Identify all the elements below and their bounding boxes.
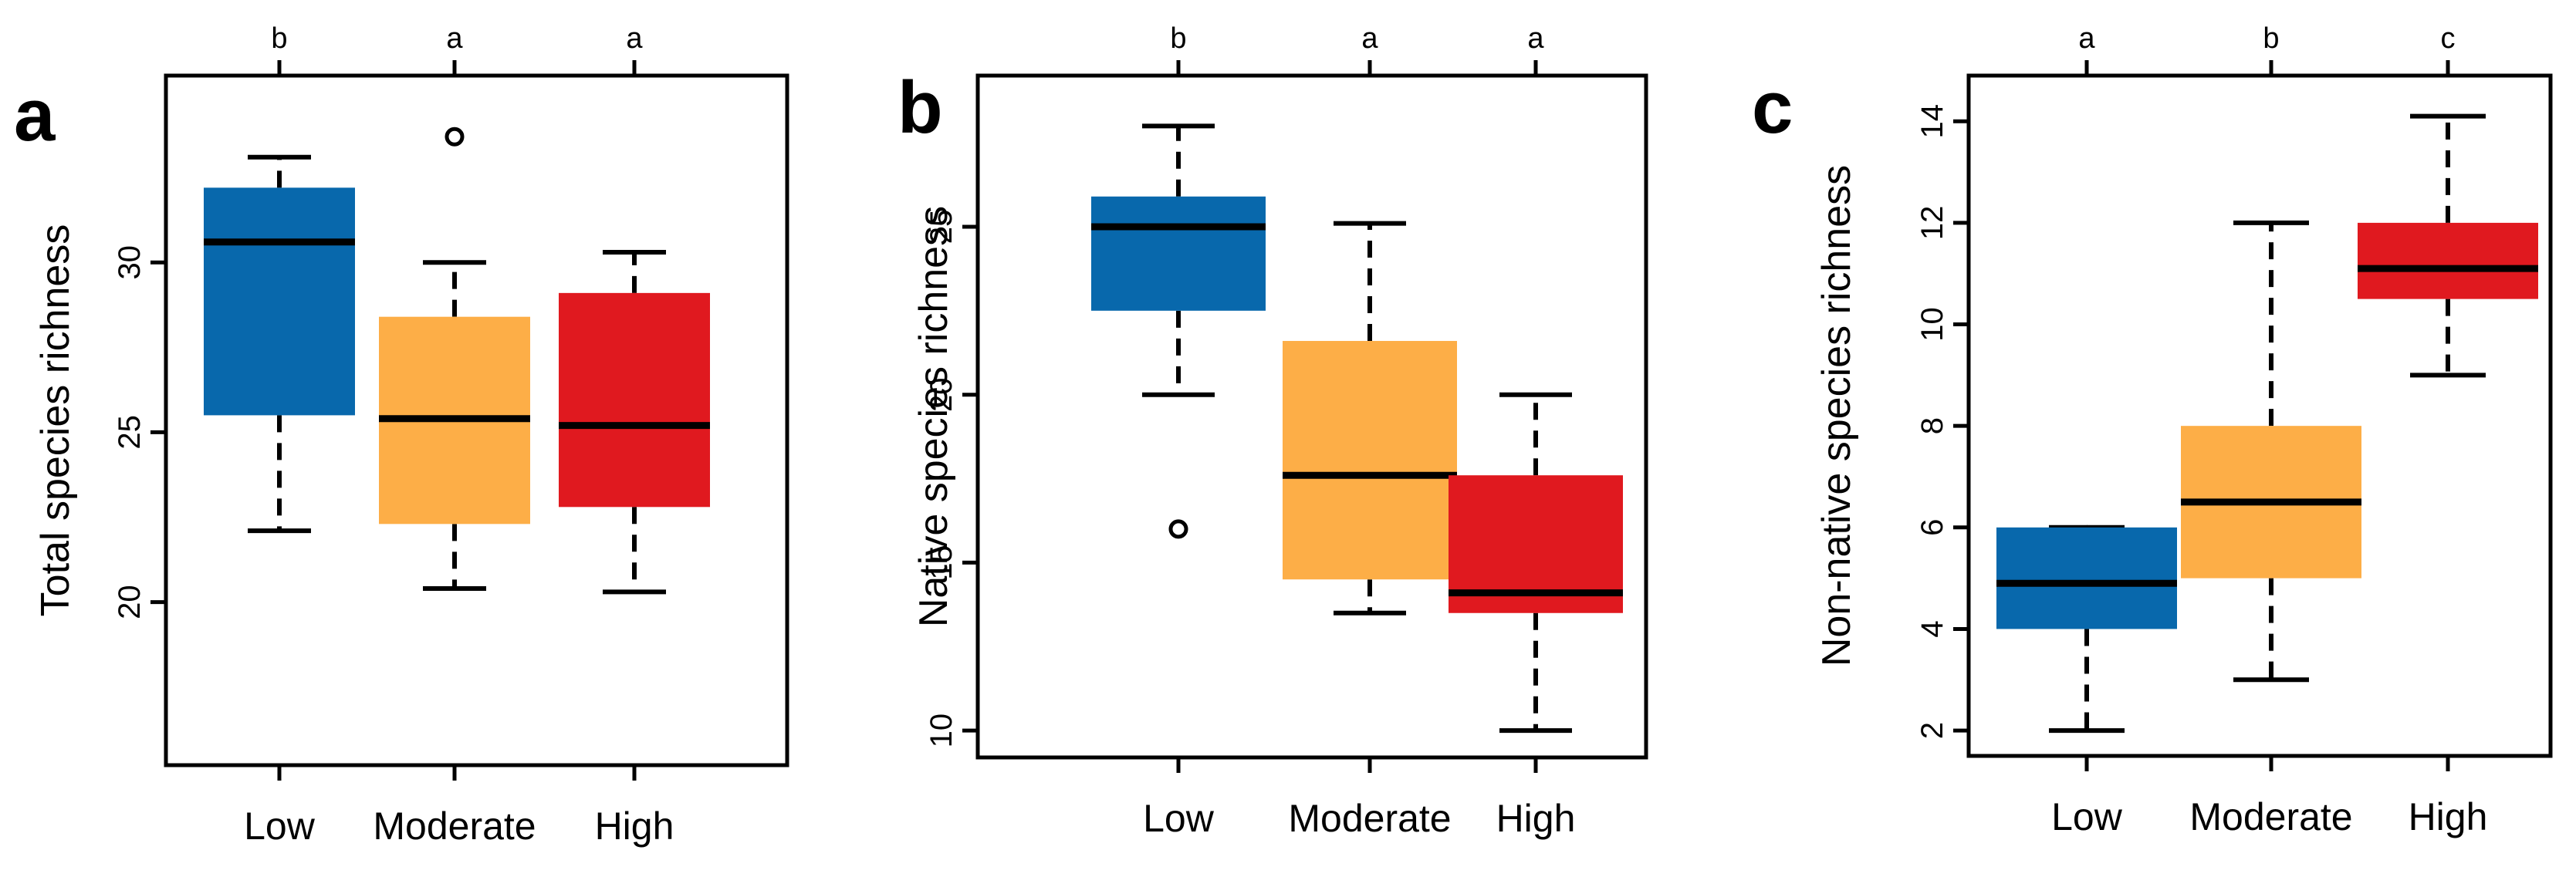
plot-frame bbox=[164, 73, 789, 767]
x-tick-label: Moderate bbox=[1288, 797, 1451, 840]
box-iqr bbox=[204, 187, 355, 416]
y-axis-label: Native species richness bbox=[911, 206, 956, 627]
x-tick-label: Moderate bbox=[373, 804, 536, 848]
box-iqr bbox=[1283, 341, 1457, 580]
x-tick-label: High bbox=[2409, 795, 2488, 838]
y-tick-label: 20 bbox=[113, 585, 147, 619]
y-tick-label: 10 bbox=[925, 713, 958, 748]
x-tick-label: High bbox=[595, 804, 674, 848]
panel-a: a Total species richness 20 25 30 Low b Moderat… bbox=[14, 22, 789, 848]
y-tick-label: 12 bbox=[1915, 206, 1949, 241]
significance-letter: c bbox=[2441, 22, 2456, 55]
box-low bbox=[1091, 123, 1266, 539]
y-tick-label: 20 bbox=[925, 377, 958, 412]
significance-letter: a bbox=[1361, 22, 1378, 55]
x-tick-label: High bbox=[1496, 797, 1576, 840]
panel-label: c bbox=[1752, 66, 1793, 149]
y-tick-label: 2 bbox=[1915, 722, 1949, 739]
y-tick-label: 14 bbox=[1915, 104, 1949, 139]
y-tick-label: 30 bbox=[113, 245, 147, 280]
box-high bbox=[1449, 392, 1623, 734]
y-tick-label: 4 bbox=[1915, 620, 1949, 637]
box-iqr bbox=[1091, 196, 1266, 311]
box-iqr bbox=[1996, 527, 2177, 629]
box-moderate bbox=[379, 126, 530, 591]
y-tick-label: 10 bbox=[1915, 307, 1949, 342]
y-tick-label: 8 bbox=[1915, 417, 1949, 434]
box-low bbox=[204, 154, 355, 534]
x-tick-label: Low bbox=[244, 804, 316, 848]
y-tick-label: 15 bbox=[925, 545, 958, 580]
y-tick-label: 25 bbox=[113, 415, 147, 450]
x-tick-label: Moderate bbox=[2189, 795, 2352, 838]
plot-frame bbox=[1966, 73, 2553, 758]
panel-c: c Non-native species richness 2 4 6 8 10 12 14 Lo… bbox=[1752, 22, 2553, 838]
y-tick-label: 25 bbox=[925, 210, 958, 245]
box-high bbox=[2358, 113, 2538, 378]
plot-frame bbox=[975, 73, 1648, 760]
outlier-point bbox=[445, 126, 465, 147]
significance-letter: a bbox=[626, 22, 643, 55]
box-low bbox=[1996, 525, 2177, 734]
significance-letter: b bbox=[1170, 22, 1186, 55]
box-iqr bbox=[559, 292, 710, 508]
significance-letter: a bbox=[446, 22, 463, 55]
panel-b: b Native species richness 10 15 20 25 Low b Mode… bbox=[898, 22, 1648, 840]
panel-label: a bbox=[14, 74, 56, 157]
box-moderate bbox=[2181, 220, 2361, 683]
y-axis-label: Non-native species richness bbox=[1814, 165, 1859, 666]
box-moderate bbox=[1283, 221, 1457, 616]
significance-letter: b bbox=[2263, 22, 2279, 55]
box-iqr bbox=[2358, 222, 2538, 299]
y-axis-label: Total species richness bbox=[33, 224, 78, 617]
box-high bbox=[559, 250, 710, 595]
panel-label: b bbox=[898, 66, 943, 149]
significance-letter: a bbox=[2078, 22, 2095, 55]
significance-letter: a bbox=[1527, 22, 1544, 55]
x-tick-label: Low bbox=[2051, 795, 2123, 838]
significance-letter: b bbox=[271, 22, 287, 55]
x-tick-label: Low bbox=[1143, 797, 1215, 840]
outlier-point bbox=[1168, 519, 1188, 539]
y-tick-label: 6 bbox=[1915, 519, 1949, 536]
